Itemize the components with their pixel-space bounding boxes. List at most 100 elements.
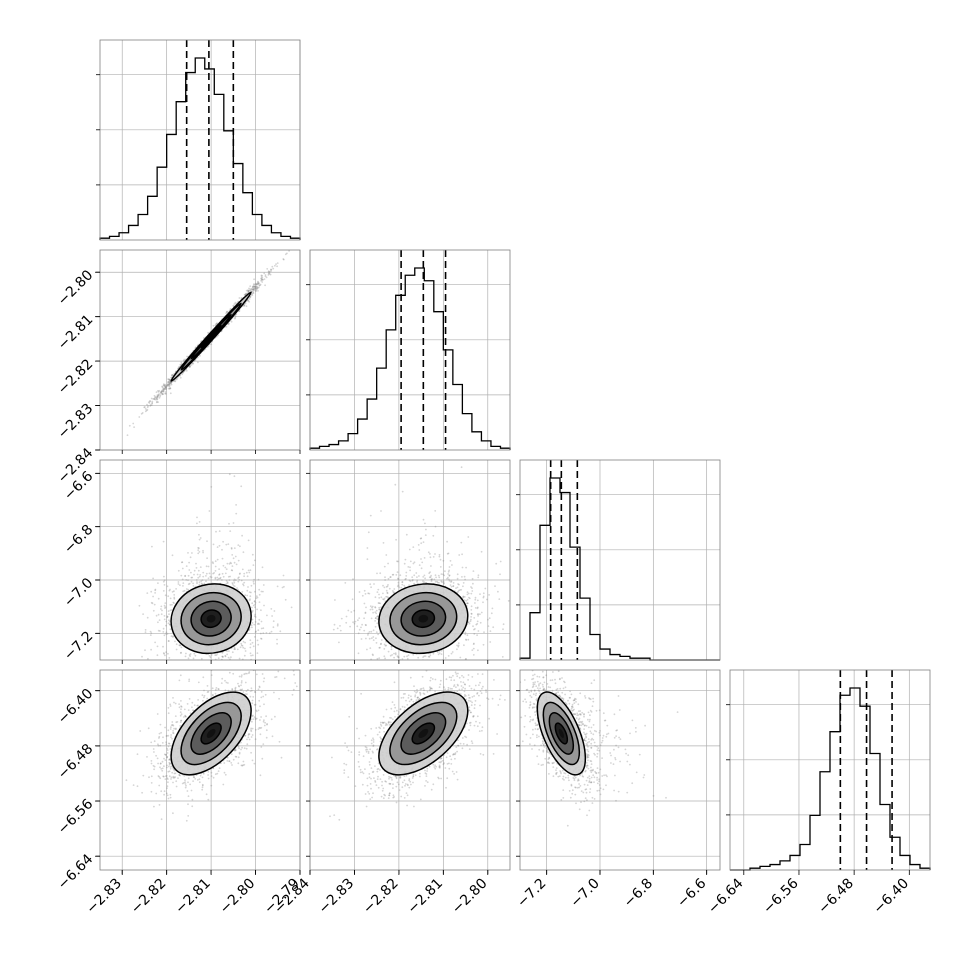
scatter-point	[474, 602, 476, 604]
scatter-point	[250, 289, 252, 292]
scatter-point	[142, 613, 145, 615]
scatter-point	[154, 396, 157, 399]
scatter-point	[452, 582, 455, 584]
scatter-point	[164, 386, 167, 389]
scatter-point	[451, 564, 453, 566]
scatter-point	[226, 581, 229, 584]
scatter-point	[427, 551, 430, 554]
scatter-point	[227, 575, 230, 578]
scatter-point	[375, 631, 378, 633]
scatter-point	[158, 619, 161, 621]
scatter-point	[448, 578, 450, 581]
scatter-point	[254, 287, 257, 290]
scatter-point	[409, 560, 412, 563]
scatter-point	[249, 646, 252, 649]
scatter-point	[166, 633, 169, 635]
scatter-point	[374, 617, 377, 619]
scatter-point	[470, 605, 473, 608]
scatter-point	[218, 574, 221, 576]
scatter-point	[413, 574, 416, 577]
scatter-point	[391, 573, 394, 576]
scatter-point	[423, 581, 426, 584]
scatter-point	[439, 566, 442, 568]
scatter-point	[276, 585, 279, 588]
scatter-point	[476, 599, 479, 602]
scatter-point	[472, 582, 474, 585]
scatter-point	[447, 570, 450, 573]
scatter-point	[189, 655, 192, 657]
scatter-point	[283, 585, 285, 588]
scatter-point	[257, 283, 259, 286]
scatter-point	[368, 592, 371, 595]
scatter-point	[471, 587, 473, 589]
scatter-point	[166, 383, 169, 386]
scatter-point	[408, 548, 411, 551]
scatter-point	[248, 298, 251, 300]
scatter-point	[179, 376, 182, 379]
scatter-point	[149, 405, 152, 407]
scatter-point	[397, 584, 400, 587]
scatter-point	[444, 570, 446, 573]
scatter-point	[266, 268, 269, 270]
scatter-point	[199, 566, 202, 568]
scatter-point	[270, 630, 273, 633]
scatter-point	[430, 565, 432, 567]
scatter-point	[251, 288, 254, 291]
scatter-point	[431, 578, 433, 580]
scatter-point	[254, 285, 256, 288]
scatter-point	[480, 611, 483, 614]
scatter-point	[153, 398, 156, 401]
scatter-point	[225, 579, 228, 582]
scatter-point	[477, 574, 480, 577]
scatter-point	[390, 648, 393, 651]
scatter-point	[155, 614, 158, 617]
scatter-point	[213, 572, 216, 574]
scatter-point	[383, 565, 386, 568]
scatter-point	[257, 282, 260, 285]
scatter-point	[255, 285, 258, 288]
scatter-point	[472, 625, 474, 628]
scatter-point	[234, 315, 237, 318]
scatter-point	[180, 361, 183, 364]
scatter-point	[232, 304, 235, 307]
scatter-point	[157, 629, 160, 632]
scatter-point	[197, 569, 200, 572]
scatter-point	[401, 581, 404, 583]
scatter-point	[148, 400, 151, 403]
scatter-point	[440, 649, 443, 652]
scatter-point	[251, 641, 254, 644]
scatter-point	[168, 619, 170, 622]
scatter-point	[207, 565, 210, 568]
scatter-point	[463, 644, 465, 647]
scatter-point	[420, 567, 423, 570]
scatter-point	[495, 562, 498, 565]
scatter-point	[186, 355, 188, 358]
scatter-point	[227, 323, 230, 326]
histogram-step-line	[99, 57, 301, 240]
scatter-point	[209, 656, 212, 659]
scatter-point	[411, 668, 413, 670]
scatter-point	[429, 556, 432, 559]
scatter-point	[241, 591, 244, 593]
scatter-point	[189, 365, 192, 368]
scatter-point	[164, 602, 167, 604]
scatter-point	[473, 642, 475, 645]
scatter-point	[265, 276, 268, 279]
scatter-point	[161, 389, 163, 392]
scatter-point	[425, 528, 427, 531]
scatter-point	[165, 387, 168, 390]
scatter-point	[159, 394, 162, 396]
scatter-point	[434, 574, 437, 577]
scatter-point	[432, 534, 435, 537]
scatter-point	[456, 586, 459, 589]
scatter-point	[254, 616, 257, 618]
scatter-point	[271, 615, 273, 617]
scatter-point	[393, 588, 396, 590]
scatter-point	[224, 655, 227, 658]
scatter-point	[172, 373, 174, 376]
scatter-point	[219, 577, 222, 580]
scatter-point	[368, 637, 371, 640]
scatter-point	[202, 551, 205, 554]
scatter-point	[364, 612, 367, 614]
scatter-point	[203, 337, 205, 339]
